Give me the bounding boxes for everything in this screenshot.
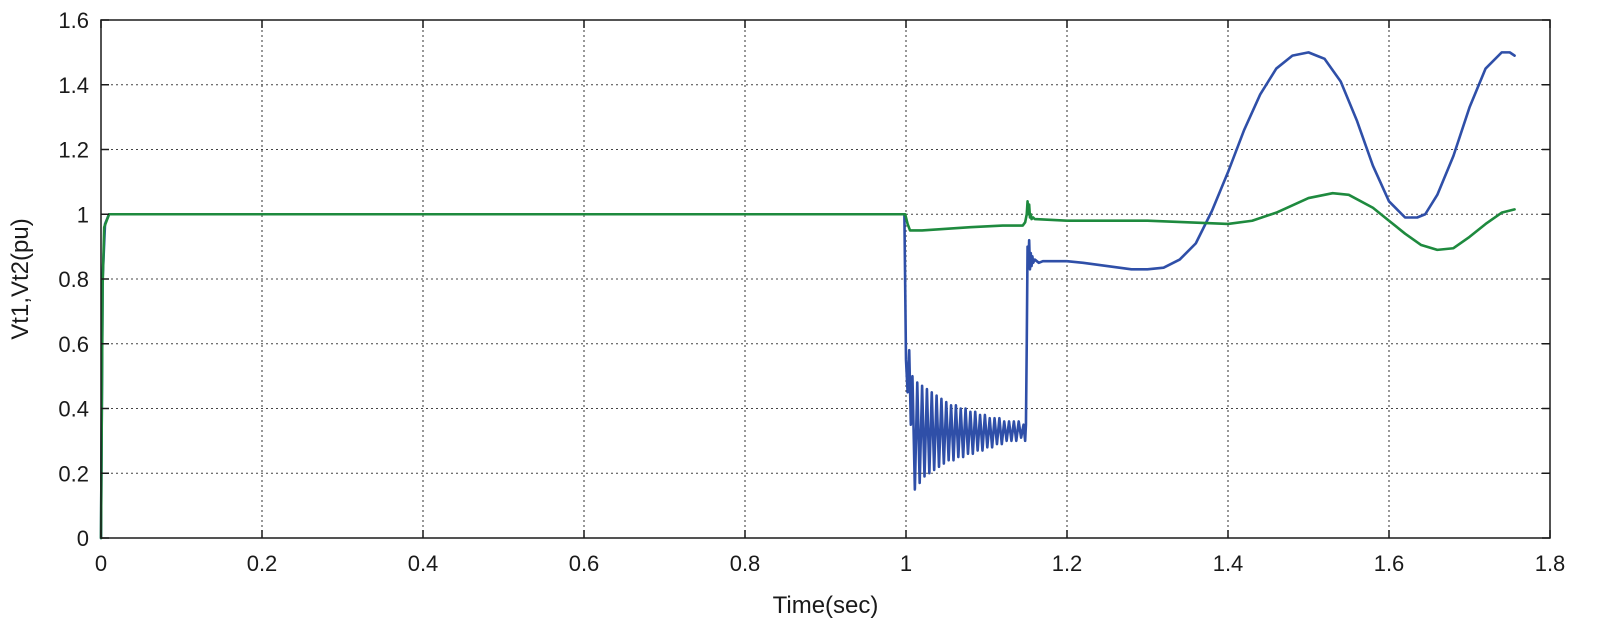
y-tick-label: 0.2	[58, 461, 89, 486]
x-tick-label: 0.2	[247, 551, 278, 576]
x-tick-label: 1.6	[1374, 551, 1405, 576]
x-tick-label: 1.4	[1213, 551, 1244, 576]
y-tick-label: 1.2	[58, 138, 89, 163]
x-tick-label: 1	[900, 551, 912, 576]
tick-marks	[100, 19, 1551, 539]
grid-lines	[101, 20, 1550, 538]
x-tick-label: 0.4	[408, 551, 439, 576]
x-axis-title: Time(sec)	[773, 592, 879, 619]
x-tick-label: 0.6	[569, 551, 600, 576]
y-tick-label: 0.4	[58, 397, 89, 422]
x-tick-label: 0.8	[730, 551, 761, 576]
series-line-1	[99, 51, 1516, 540]
y-tick-label: 0.8	[58, 267, 89, 292]
y-tick-labels: 0 0.2 0.4 0.6 0.8 1 1.2 1.4 1.6	[58, 8, 89, 551]
y-tick-label: 1.6	[58, 8, 89, 33]
x-tick-label: 1.2	[1052, 551, 1083, 576]
series-layer	[99, 51, 1516, 540]
y-tick-label: 0.6	[58, 332, 89, 357]
x-tick-labels: 0 0.2 0.4 0.6 0.8 1 1.2 1.4 1.6 1.8	[95, 551, 1565, 576]
x-tick-label: 1.8	[1535, 551, 1566, 576]
y-axis-title: Vt1,Vt2(pu)	[7, 218, 34, 339]
y-tick-label: 0	[77, 526, 89, 551]
x-tick-label: 0	[95, 551, 107, 576]
y-tick-label: 1	[77, 202, 89, 227]
y-tick-label: 1.4	[58, 73, 89, 98]
series-line-2	[99, 191, 1516, 540]
